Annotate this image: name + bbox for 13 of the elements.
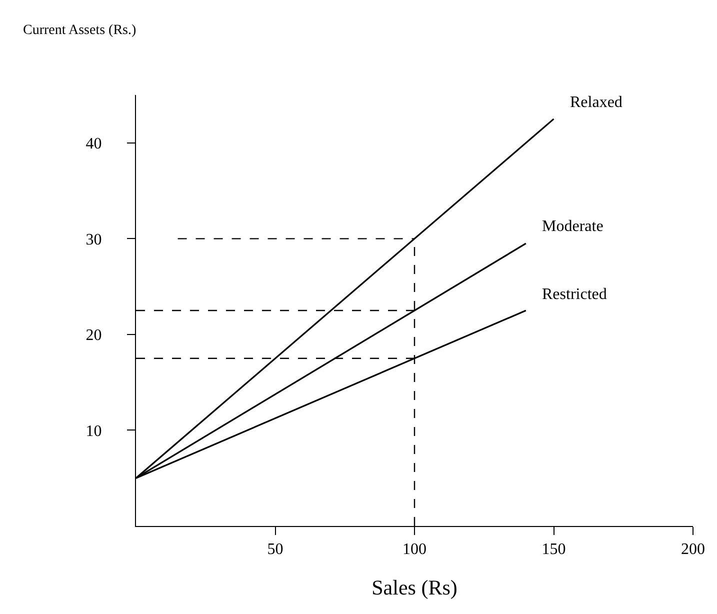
y-tick-label: 30 <box>86 231 102 248</box>
y-tick-label: 40 <box>86 135 102 152</box>
series-label: Moderate <box>542 218 604 235</box>
y-tick-label: 20 <box>86 327 102 344</box>
x-tick-label: 200 <box>681 541 705 558</box>
x-tick-label: 100 <box>402 541 426 558</box>
x-axis-title: Sales (Rs) <box>372 575 458 600</box>
series-label: Relaxed <box>570 94 622 111</box>
y-axis-title: Current Assets (Rs.) <box>23 23 136 38</box>
x-tick-label: 50 <box>267 541 284 558</box>
x-tick-label: 150 <box>542 541 566 558</box>
series-label: Restricted <box>542 286 607 303</box>
y-tick-label: 10 <box>86 422 102 440</box>
